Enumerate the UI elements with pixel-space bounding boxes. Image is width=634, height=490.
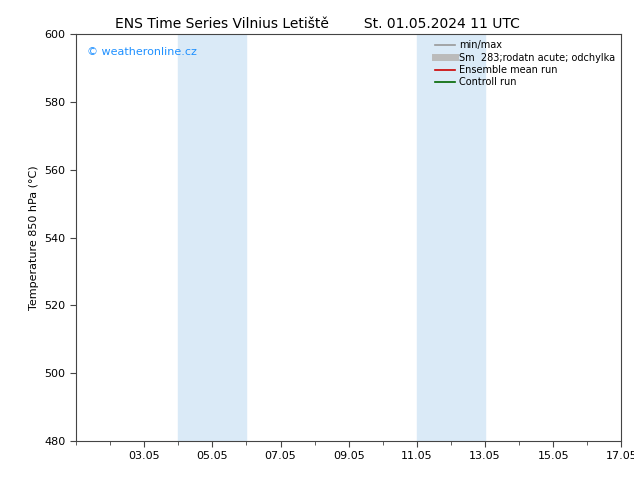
Y-axis label: Temperature 850 hPa (°C): Temperature 850 hPa (°C)	[29, 165, 39, 310]
Text: © weatheronline.cz: © weatheronline.cz	[87, 47, 197, 56]
Text: ENS Time Series Vilnius Letiště        St. 01.05.2024 11 UTC: ENS Time Series Vilnius Letiště St. 01.0…	[115, 17, 519, 31]
Bar	[417, 34, 485, 441]
Bar	[178, 34, 247, 441]
Legend: min/max, Sm  283;rodatn acute; odchylka, Ensemble mean run, Controll run: min/max, Sm 283;rodatn acute; odchylka, …	[431, 36, 619, 91]
